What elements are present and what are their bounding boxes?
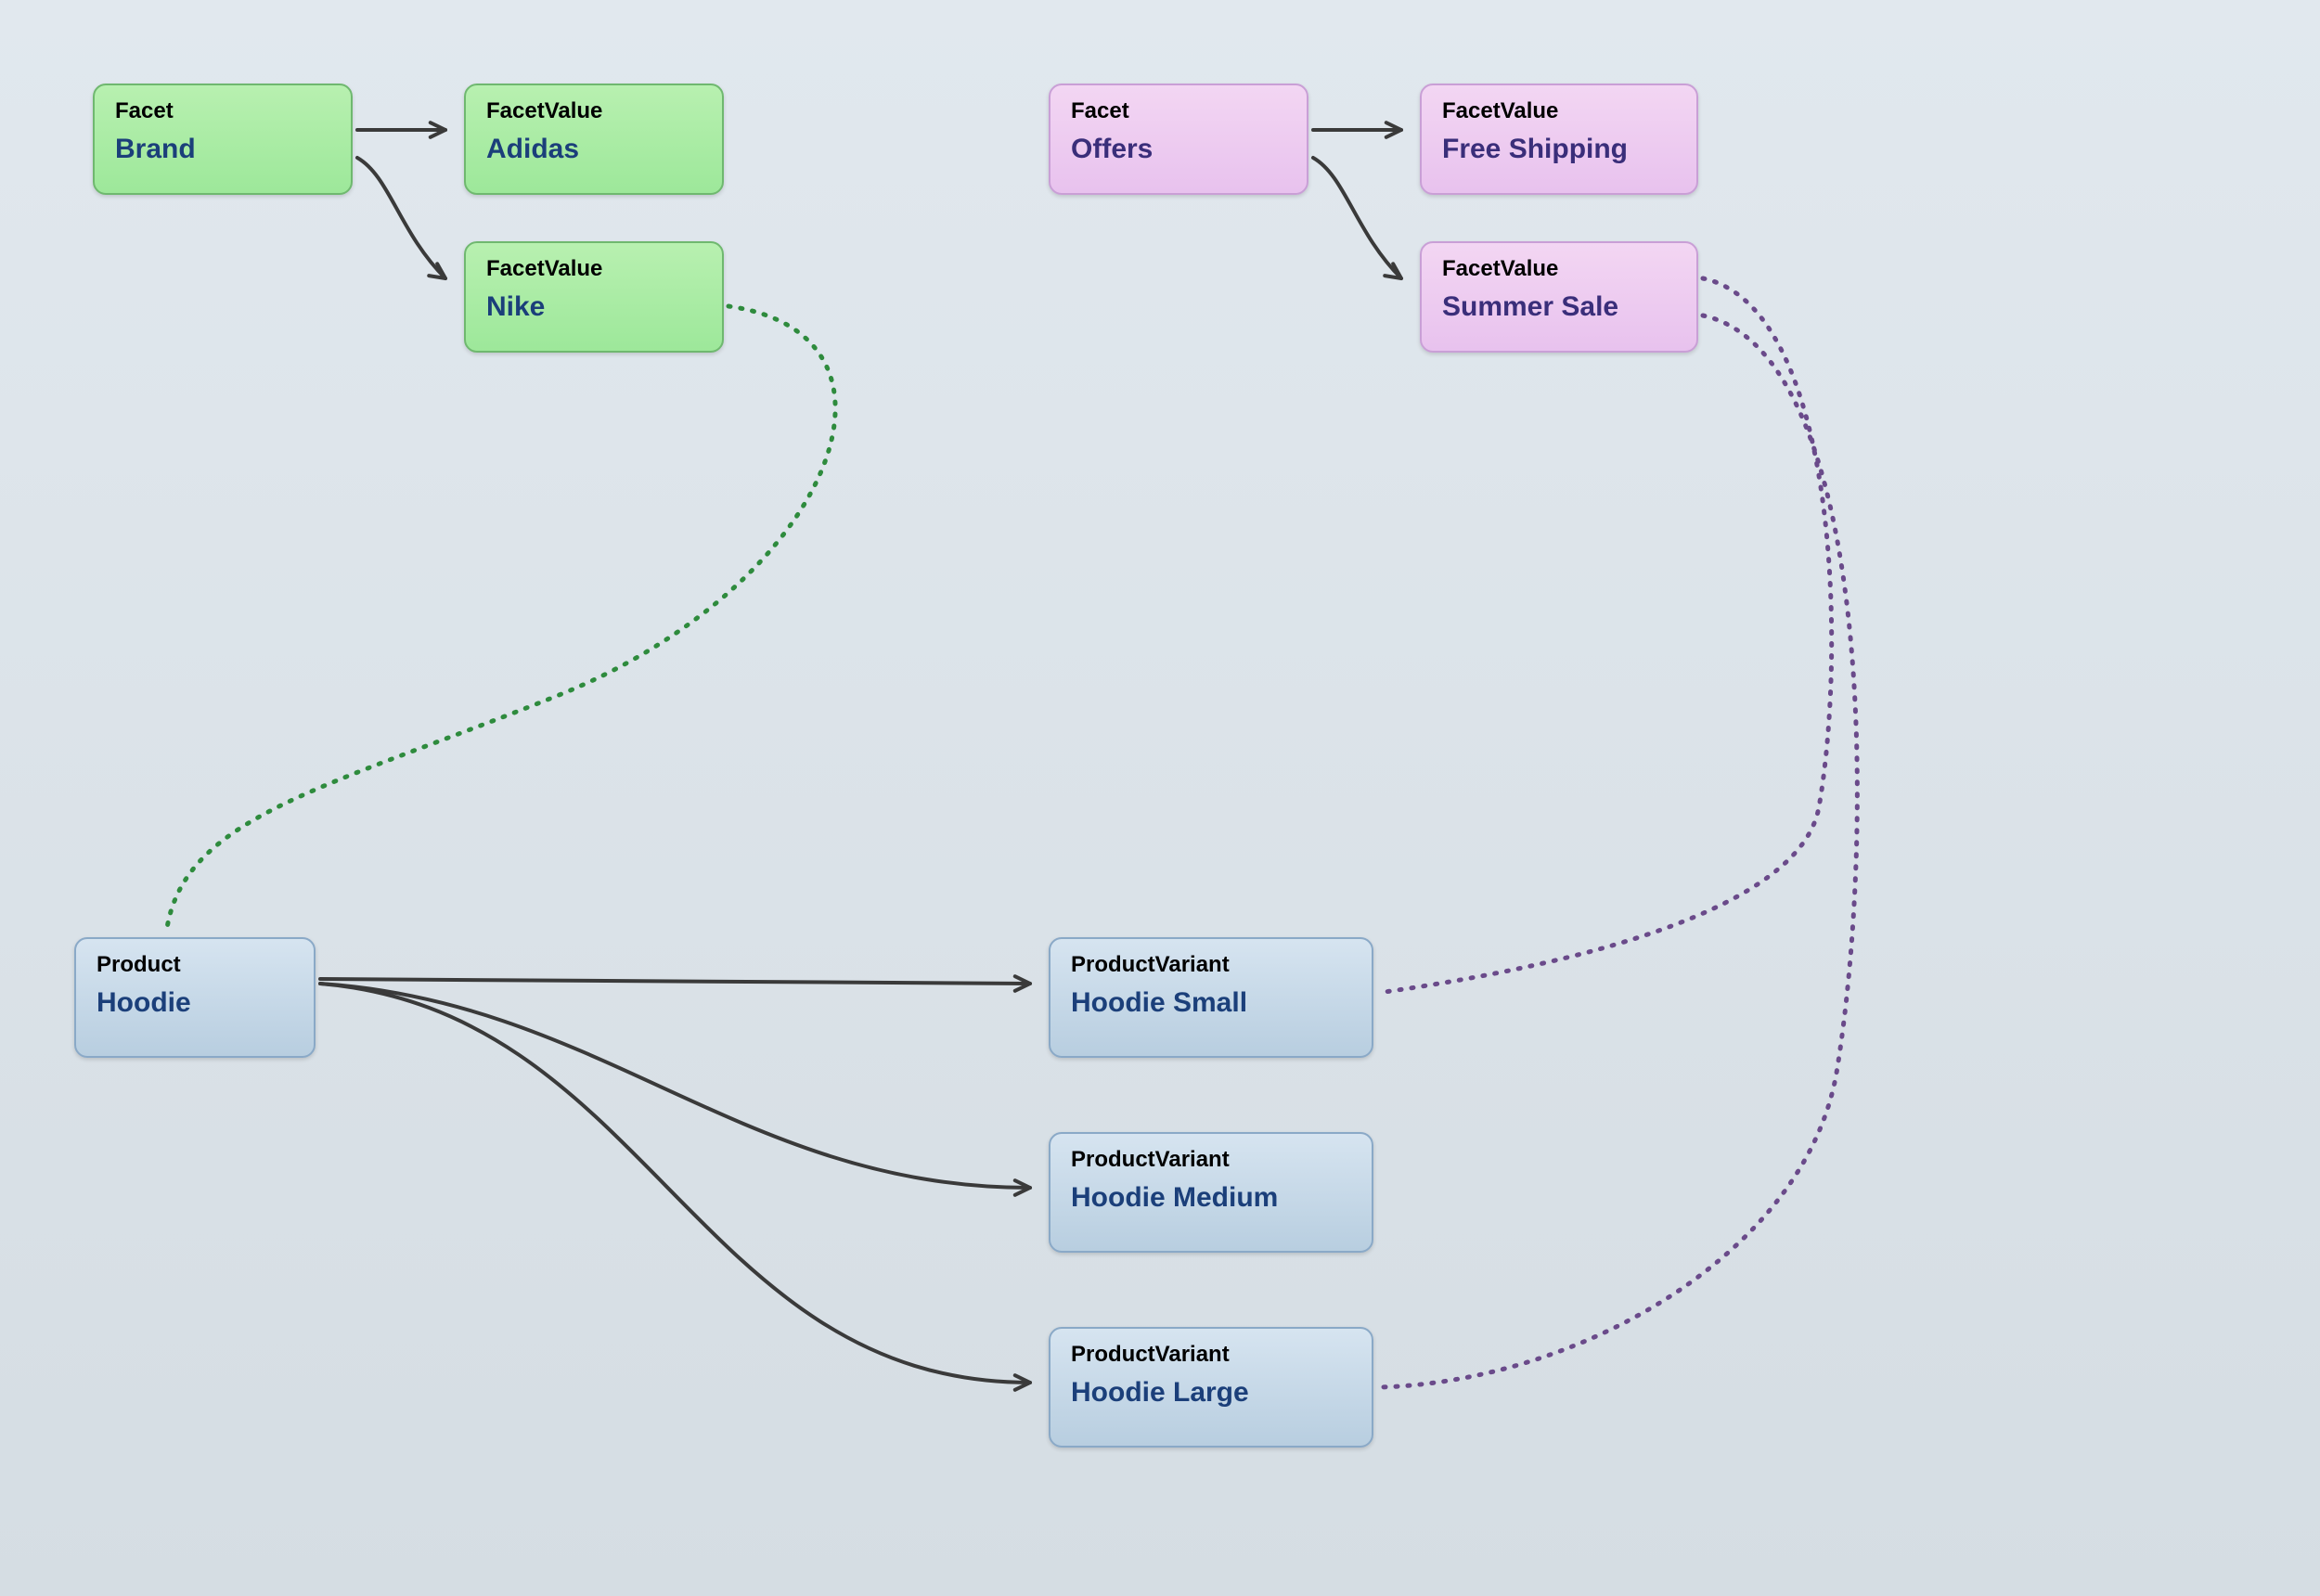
node-pv_medium: ProductVariant Hoodie Medium — [1049, 1132, 1373, 1253]
node-type-label: FacetValue — [1442, 256, 1676, 282]
node-value-label: Free Shipping — [1442, 134, 1676, 165]
node-pv_small: ProductVariant Hoodie Small — [1049, 937, 1373, 1058]
node-value-label: Hoodie Small — [1071, 987, 1351, 1019]
node-type-label: ProductVariant — [1071, 1147, 1351, 1173]
node-facet_offers: Facet Offers — [1049, 84, 1308, 195]
node-value-label: Hoodie — [97, 987, 293, 1019]
node-type-label: ProductVariant — [1071, 1342, 1351, 1368]
node-pv_large: ProductVariant Hoodie Large — [1049, 1327, 1373, 1448]
node-value-label: Hoodie Medium — [1071, 1182, 1351, 1214]
node-facet_brand: Facet Brand — [93, 84, 353, 195]
node-value-label: Brand — [115, 134, 330, 165]
edge-dotted — [1378, 278, 1832, 993]
node-type-label: Product — [97, 952, 293, 978]
edge-dotted — [167, 306, 835, 928]
edge-dotted — [1378, 315, 1857, 1387]
node-type-label: Facet — [115, 98, 330, 124]
arrowhead-icon — [429, 264, 445, 278]
arrowhead-icon — [1015, 976, 1030, 991]
edge-arrow — [320, 984, 1030, 1188]
edge-arrow — [320, 979, 1030, 984]
node-value-label: Summer Sale — [1442, 291, 1676, 323]
arrowhead-icon — [1015, 1375, 1030, 1390]
arrowhead-icon — [431, 122, 445, 137]
node-type-label: FacetValue — [486, 98, 702, 124]
node-value-label: Hoodie Large — [1071, 1377, 1351, 1409]
node-value-label: Adidas — [486, 134, 702, 165]
node-product_hoodie: Product Hoodie — [74, 937, 316, 1058]
edge-arrow — [357, 158, 445, 278]
arrowhead-icon — [1015, 1180, 1030, 1195]
node-type-label: FacetValue — [486, 256, 702, 282]
node-type-label: FacetValue — [1442, 98, 1676, 124]
node-fv_adidas: FacetValue Adidas — [464, 84, 724, 195]
node-type-label: ProductVariant — [1071, 952, 1351, 978]
node-type-label: Facet — [1071, 98, 1286, 124]
node-value-label: Offers — [1071, 134, 1286, 165]
arrowhead-icon — [1385, 264, 1401, 278]
edge-arrow — [320, 984, 1030, 1383]
node-fv_nike: FacetValue Nike — [464, 241, 724, 353]
edge-arrow — [1313, 158, 1401, 278]
node-fv_summer: FacetValue Summer Sale — [1420, 241, 1698, 353]
node-fv_freeship: FacetValue Free Shipping — [1420, 84, 1698, 195]
node-value-label: Nike — [486, 291, 702, 323]
arrowhead-icon — [1386, 122, 1401, 137]
